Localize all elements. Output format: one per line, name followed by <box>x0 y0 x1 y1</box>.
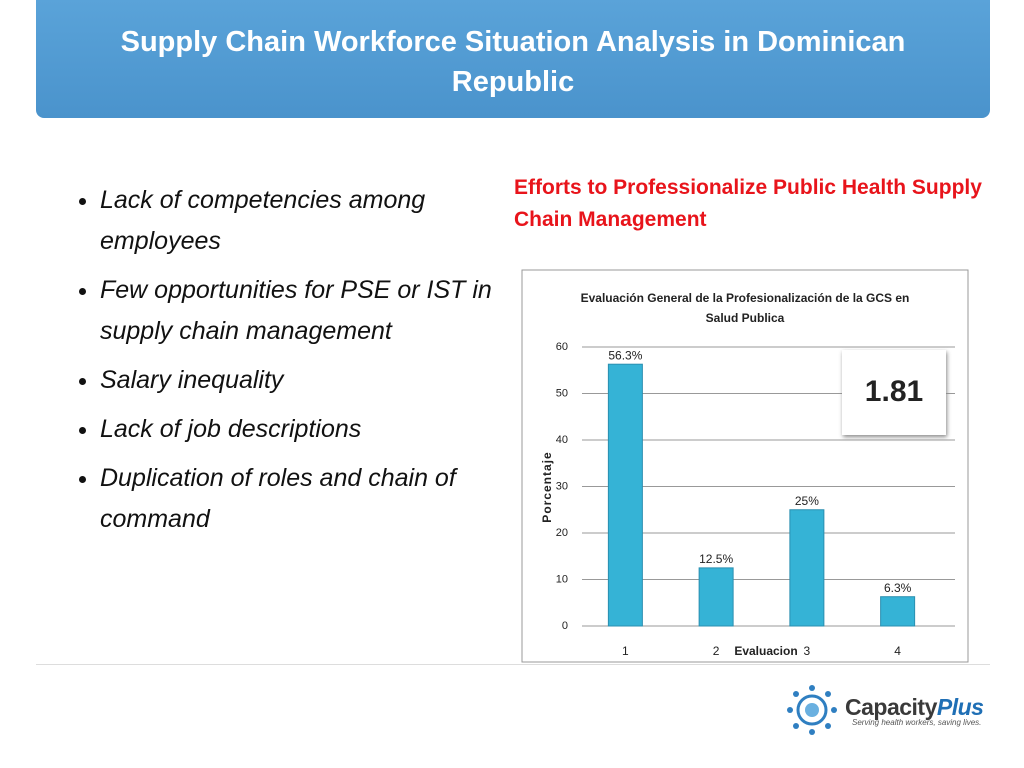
value-label: 25% <box>795 494 819 508</box>
y-tick-label: 40 <box>556 434 568 446</box>
bullet: Lack of job descriptions <box>100 409 540 450</box>
callout-value: 1.81 <box>865 375 923 408</box>
slide-title: Supply Chain Workforce Situation Analysi… <box>120 26 906 98</box>
chart-heading: Efforts to Professionalize Public Health… <box>514 176 982 231</box>
value-label: 56.3% <box>608 348 642 362</box>
logo-tagline: Serving health workers, saving lives. <box>852 718 982 727</box>
y-tick-label: 0 <box>562 620 568 632</box>
value-label: 6.3% <box>884 581 912 595</box>
logo-icon <box>787 685 837 735</box>
x-tick-label: 2 <box>713 644 720 658</box>
logo-name: Capacity <box>845 694 937 720</box>
y-tick-label: 60 <box>556 341 568 353</box>
separator <box>36 664 990 665</box>
bar <box>607 363 643 627</box>
x-tick-label: 4 <box>894 644 901 658</box>
bullet: Lack of competencies among employees <box>100 180 540 262</box>
bullet: Few opportunities for PSE or IST in supp… <box>100 270 540 352</box>
bullet: Duplication of roles and chain of comman… <box>100 458 540 540</box>
callout-box <box>842 350 946 435</box>
x-tick-label: 3 <box>804 644 811 658</box>
logo-accent: Plus <box>936 694 984 720</box>
bar <box>698 567 734 627</box>
y-tick-label: 10 <box>556 573 568 585</box>
y-tick-label: 30 <box>556 480 568 492</box>
value-label: 12.5% <box>699 552 733 566</box>
bullet-list: Lack of competencies among employeesFew … <box>60 180 540 548</box>
x-axis-label: Evaluacion <box>734 644 797 658</box>
header-band <box>36 0 990 118</box>
bar <box>880 596 916 627</box>
x-tick-label: 1 <box>622 644 629 658</box>
y-tick-label: 20 <box>556 527 568 539</box>
bar <box>789 509 825 627</box>
chart-title: Evaluación General de la Profesionalizac… <box>580 291 910 325</box>
y-tick-label: 50 <box>556 387 568 399</box>
logo: CapacityPlus <box>845 694 984 721</box>
bullet: Salary inequality <box>100 360 540 401</box>
y-axis-label: Porcentaje <box>540 451 554 522</box>
